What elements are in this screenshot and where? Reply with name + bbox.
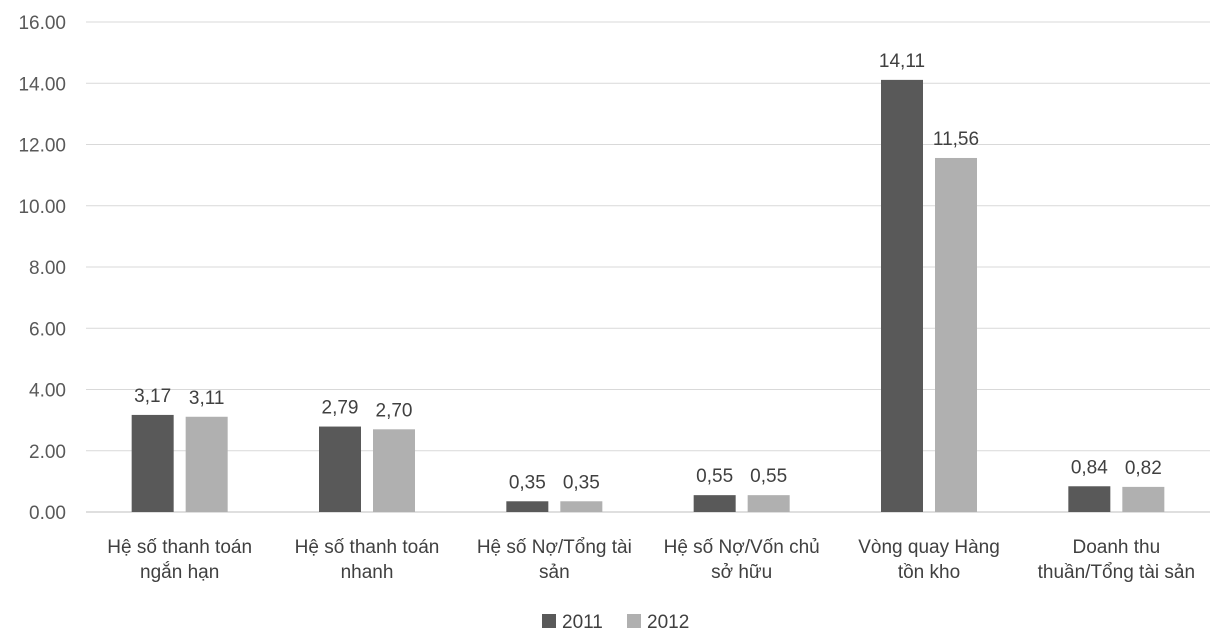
x-category-label: Doanh thu: [1072, 537, 1160, 558]
data-label-2012: 0,35: [563, 472, 600, 493]
x-category-label: Vòng quay Hàng: [858, 537, 1000, 558]
data-label-2011: 14,11: [879, 51, 925, 72]
y-tick-label: 2.00: [29, 442, 66, 463]
x-category-label: ngắn hạn: [140, 561, 219, 583]
y-tick-label: 4.00: [29, 381, 66, 402]
y-tick-label: 6.00: [29, 319, 66, 340]
data-labels: 3,17 3,11 2,79 2,70 0,35 0,35 0,55 0,55 14,11 11,…: [134, 51, 1162, 493]
data-label-2012: 0,55: [750, 466, 787, 487]
bar-2011: [881, 79, 923, 512]
legend-label-2012: 2012: [647, 612, 689, 632]
data-label-2012: 2,70: [376, 400, 413, 421]
data-label-2011: 0,55: [696, 466, 733, 487]
legend: 2011 2012: [542, 612, 689, 632]
data-label-2011: 2,79: [322, 398, 359, 419]
legend-swatch-2012: [627, 614, 641, 628]
bar-2012: [185, 416, 228, 512]
y-axis: 0.00 2.00 4.00 6.00 8.00 10.00 12.00 14.00 16.00: [18, 13, 66, 524]
bar-2011: [506, 501, 549, 512]
gridlines: [86, 21, 1210, 513]
bar-2011: [1068, 486, 1111, 512]
bars: [131, 79, 1165, 512]
x-category-label: sở hữu: [711, 562, 772, 583]
x-category-label: thuần/Tổng tài sản: [1038, 562, 1195, 583]
bar-2012: [747, 495, 790, 512]
y-tick-label: 8.00: [29, 258, 66, 279]
x-category-label: nhanh: [341, 562, 394, 583]
x-category-label: Hệ số thanh toán: [295, 537, 440, 558]
x-category-label: Hệ số Nợ/Vốn chủ: [664, 537, 820, 558]
x-category-label: Hệ số Nợ/Tổng tài: [477, 537, 632, 558]
data-label-2011: 0,35: [509, 472, 546, 493]
y-tick-label: 0.00: [29, 503, 66, 524]
y-tick-label: 16.00: [18, 13, 66, 34]
data-label-2011: 0,84: [1071, 457, 1108, 478]
bar-2011: [693, 495, 736, 512]
x-axis: Hệ số thanh toán ngắn hạn Hệ số thanh toán…: [107, 537, 1195, 583]
y-tick-label: 10.00: [18, 197, 66, 218]
data-label-2012: 0,82: [1125, 458, 1162, 479]
bar-2012: [1122, 486, 1165, 512]
bar-2012: [935, 157, 977, 512]
x-category-label: Hệ số thanh toán: [107, 537, 252, 558]
legend-label-2011: 2011: [562, 612, 603, 632]
data-label-2012: 3,11: [189, 388, 225, 409]
y-tick-label: 14.00: [18, 74, 66, 95]
x-category-label: tồn kho: [898, 562, 960, 583]
bar-2011: [131, 414, 174, 512]
legend-swatch-2011: [542, 614, 556, 628]
bar-2012: [373, 429, 415, 512]
data-label-2012: 11,56: [933, 129, 979, 150]
bar-2012: [560, 501, 603, 512]
y-tick-label: 12.00: [18, 136, 66, 157]
bar-2011: [319, 426, 361, 512]
x-category-label: sản: [539, 562, 570, 583]
data-label-2011: 3,17: [134, 386, 171, 407]
